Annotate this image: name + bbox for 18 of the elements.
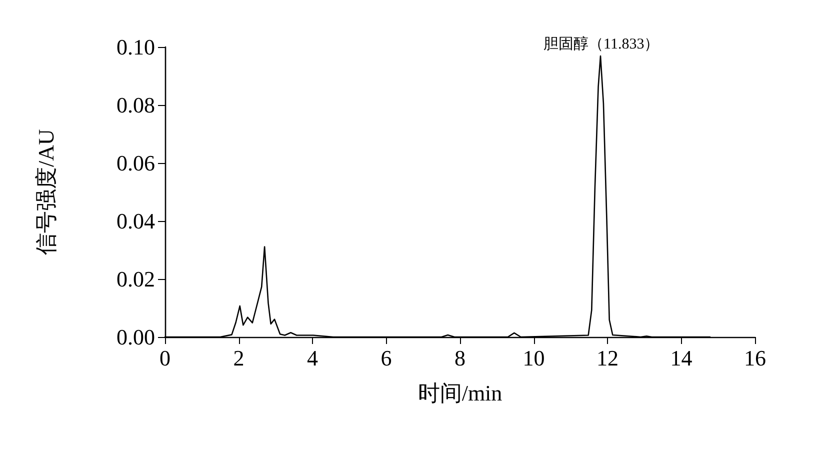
x-axis-title: 时间/min bbox=[418, 380, 502, 406]
x-tick-label: 6 bbox=[380, 346, 392, 370]
y-tick-label: 0.08 bbox=[116, 92, 155, 118]
x-tick-label: 14 bbox=[670, 346, 692, 370]
y-tick-label: 0.10 bbox=[116, 34, 155, 60]
y-axis-title: 信号强度/AU bbox=[34, 128, 58, 255]
x-tick-label: 12 bbox=[596, 346, 618, 370]
x-tick-label: 0 bbox=[160, 346, 170, 370]
x-tick-label: 16 bbox=[744, 346, 766, 370]
y-tick-label: 0.04 bbox=[116, 208, 155, 234]
annotation: 胆固醇（11.833） bbox=[543, 35, 660, 52]
x-tick-label: 10 bbox=[522, 346, 545, 370]
x-tick-label: 8 bbox=[454, 346, 466, 370]
x-tick-label: 4 bbox=[307, 346, 318, 370]
y-tick-label: 0.00 bbox=[116, 324, 155, 350]
y-tick-label: 0.06 bbox=[116, 150, 155, 176]
x-tick-label: 2 bbox=[233, 346, 244, 370]
y-tick-label: 0.02 bbox=[116, 266, 155, 292]
